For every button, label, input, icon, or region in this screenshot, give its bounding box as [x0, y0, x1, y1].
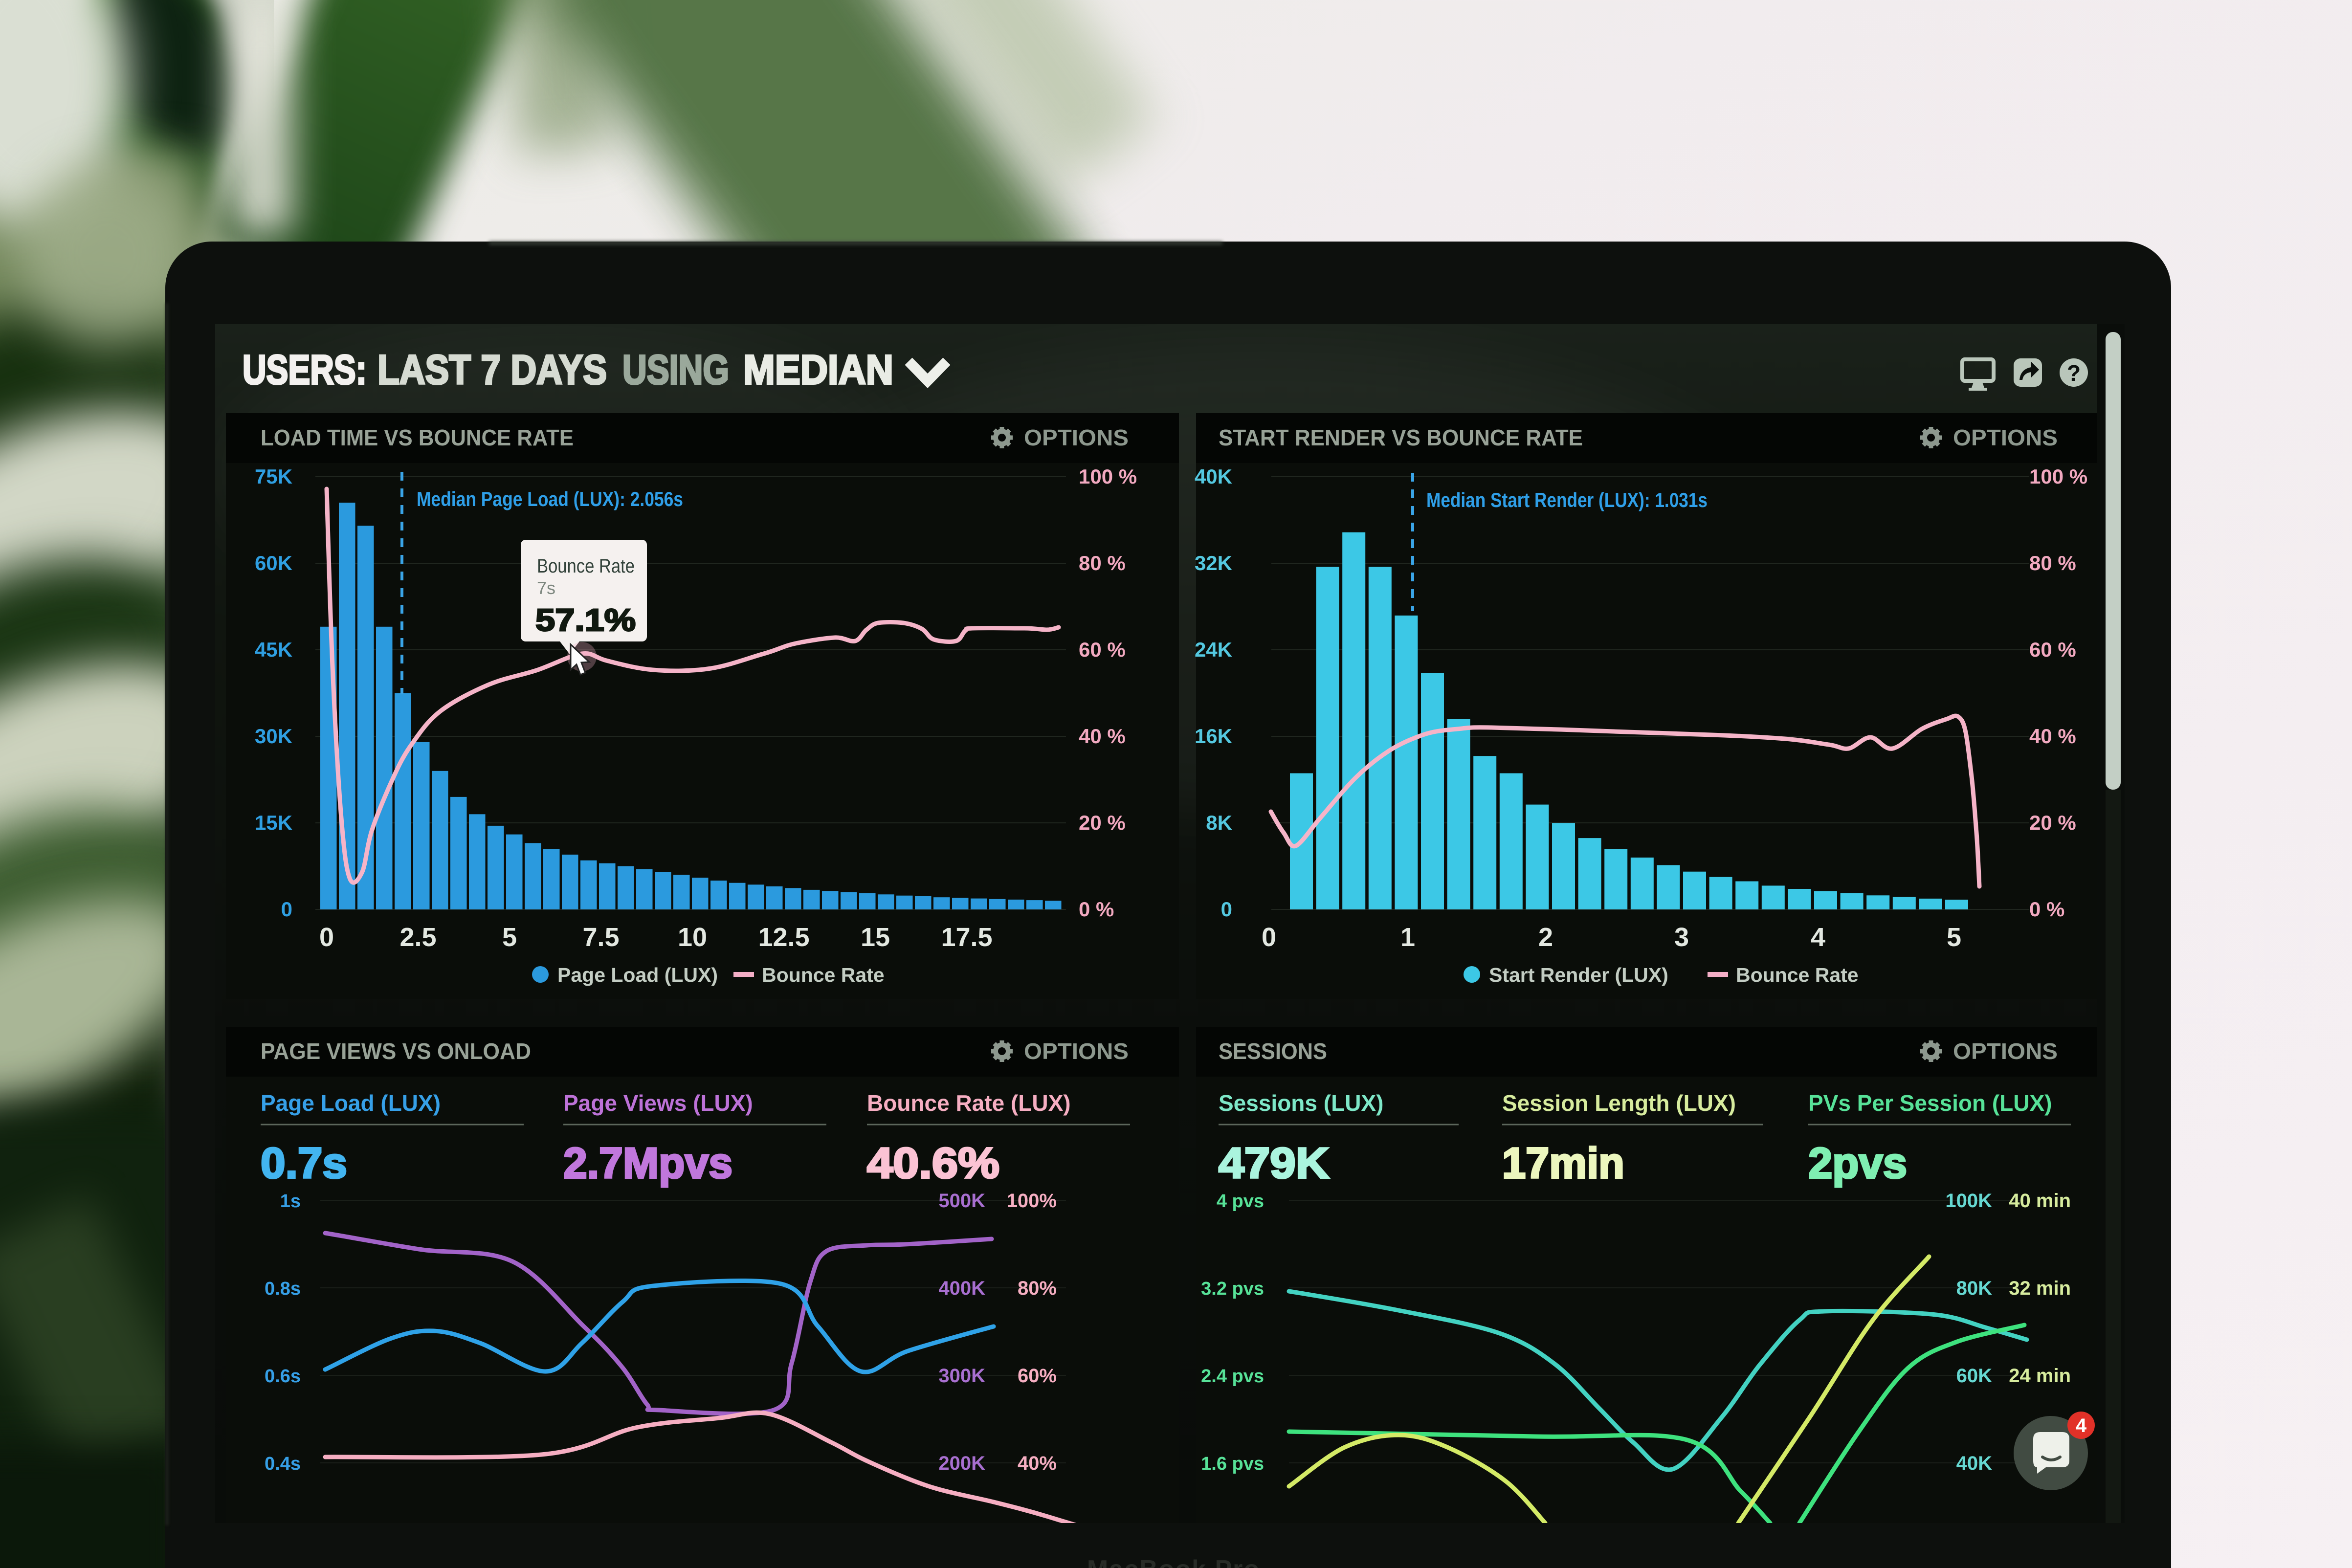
svg-text:60 %: 60 %	[1079, 638, 1126, 661]
svg-text:7.5: 7.5	[582, 923, 619, 952]
svg-text:40.6%: 40.6%	[867, 1139, 999, 1187]
svg-text:Bounce Rate: Bounce Rate	[762, 964, 885, 986]
svg-text:60%: 60%	[1018, 1365, 1057, 1387]
svg-text:0 %: 0 %	[2029, 898, 2064, 921]
svg-text:MEDIAN: MEDIAN	[743, 347, 893, 393]
svg-text:0.7s: 0.7s	[261, 1139, 347, 1187]
svg-text:1s: 1s	[280, 1191, 301, 1212]
svg-text:3: 3	[1674, 923, 1689, 952]
svg-text:2.7Mpvs: 2.7Mpvs	[563, 1139, 732, 1187]
svg-text:75K: 75K	[255, 465, 292, 488]
svg-text:15K: 15K	[255, 811, 292, 834]
svg-text:40%: 40%	[1018, 1453, 1057, 1474]
svg-text:2.5: 2.5	[399, 923, 436, 952]
svg-text:Bounce Rate: Bounce Rate	[1736, 964, 1859, 986]
svg-text:32 min: 32 min	[2009, 1278, 2071, 1299]
svg-text:7s: 7s	[537, 578, 555, 598]
svg-text:80K: 80K	[1956, 1278, 1992, 1299]
svg-text:10: 10	[678, 923, 707, 952]
svg-text:500K: 500K	[938, 1190, 985, 1212]
svg-text:?: ?	[2067, 360, 2081, 386]
svg-text:Page Load (LUX): Page Load (LUX)	[557, 964, 718, 986]
svg-text:400K: 400K	[938, 1278, 985, 1299]
svg-text:0: 0	[319, 923, 334, 952]
svg-text:40K: 40K	[1195, 465, 1232, 488]
svg-text:Start Render (LUX): Start Render (LUX)	[1489, 964, 1668, 986]
svg-text:100 %: 100 %	[1079, 465, 1137, 488]
svg-text:OPTIONS: OPTIONS	[1953, 425, 2058, 450]
svg-text:100 %: 100 %	[2029, 465, 2087, 488]
svg-text:2.4 pvs: 2.4 pvs	[1201, 1366, 1264, 1387]
svg-text:0: 0	[1221, 898, 1232, 921]
svg-text:20 %: 20 %	[2029, 811, 2076, 834]
svg-text:1.6 pvs: 1.6 pvs	[1201, 1454, 1264, 1474]
svg-text:0 %: 0 %	[1079, 898, 1114, 921]
svg-text:40 min: 40 min	[2009, 1190, 2071, 1212]
svg-text:0.8s: 0.8s	[265, 1279, 301, 1299]
svg-text:32K: 32K	[1195, 552, 1232, 574]
svg-text:300K: 300K	[938, 1365, 985, 1387]
svg-text:479K: 479K	[1219, 1139, 1329, 1187]
svg-text:60K: 60K	[255, 552, 292, 574]
svg-text:8K: 8K	[1206, 811, 1232, 834]
svg-text:40 %: 40 %	[1079, 725, 1126, 748]
svg-text:45K: 45K	[255, 638, 292, 661]
svg-text:Session Length (LUX): Session Length (LUX)	[1502, 1090, 1736, 1116]
svg-text:80 %: 80 %	[2029, 552, 2076, 574]
svg-text:17.5: 17.5	[941, 923, 992, 952]
svg-text:0: 0	[281, 898, 292, 921]
svg-text:OPTIONS: OPTIONS	[1953, 1038, 2058, 1064]
svg-text:30K: 30K	[255, 725, 292, 748]
svg-text:4: 4	[1811, 923, 1825, 952]
svg-text:2: 2	[1538, 923, 1553, 952]
svg-text:17min: 17min	[1502, 1139, 1624, 1187]
svg-text:1: 1	[1400, 923, 1415, 952]
svg-text:200K: 200K	[938, 1453, 985, 1474]
svg-text:OPTIONS: OPTIONS	[1024, 1038, 1129, 1064]
svg-text:16K: 16K	[1195, 725, 1232, 748]
svg-text:100K: 100K	[1945, 1190, 1992, 1212]
svg-text:0.6s: 0.6s	[265, 1366, 301, 1387]
svg-text:Median Start Render (LUX): 1.0: Median Start Render (LUX): 1.031s	[1426, 488, 1708, 511]
svg-text:LOAD TIME VS BOUNCE RATE: LOAD TIME VS BOUNCE RATE	[261, 425, 574, 450]
svg-text:57.1%: 57.1%	[535, 602, 636, 638]
svg-text:Page Views (LUX): Page Views (LUX)	[563, 1090, 753, 1116]
svg-text:20 %: 20 %	[1079, 811, 1126, 834]
svg-text:PVs Per Session (LUX): PVs Per Session (LUX)	[1808, 1090, 2052, 1116]
svg-text:USERS:: USERS:	[243, 347, 367, 393]
svg-text:40 %: 40 %	[2029, 725, 2076, 748]
svg-text:LAST 7 DAYS: LAST 7 DAYS	[377, 347, 607, 393]
svg-text:PAGE VIEWS VS ONLOAD: PAGE VIEWS VS ONLOAD	[261, 1038, 531, 1064]
svg-text:Page Load (LUX): Page Load (LUX)	[261, 1090, 441, 1116]
svg-text:100%: 100%	[1007, 1190, 1057, 1212]
svg-text:80%: 80%	[1018, 1278, 1057, 1299]
svg-text:60 %: 60 %	[2029, 638, 2076, 661]
svg-text:0.4s: 0.4s	[265, 1454, 301, 1474]
svg-text:Median Page Load (LUX): 2.056s: Median Page Load (LUX): 2.056s	[417, 487, 683, 510]
svg-text:4 pvs: 4 pvs	[1217, 1191, 1264, 1212]
svg-text:START RENDER VS BOUNCE RATE: START RENDER VS BOUNCE RATE	[1219, 425, 1583, 450]
svg-text:USING: USING	[622, 347, 729, 393]
svg-text:3.2 pvs: 3.2 pvs	[1201, 1279, 1264, 1299]
svg-text:Bounce Rate (LUX): Bounce Rate (LUX)	[867, 1090, 1071, 1116]
svg-text:5: 5	[502, 923, 517, 952]
svg-text:Bounce Rate: Bounce Rate	[537, 555, 635, 577]
svg-text:OPTIONS: OPTIONS	[1024, 425, 1129, 450]
svg-text:Sessions (LUX): Sessions (LUX)	[1219, 1090, 1383, 1116]
svg-text:60K: 60K	[1956, 1365, 1992, 1387]
svg-text:5: 5	[1947, 923, 1961, 952]
svg-text:4: 4	[2076, 1415, 2087, 1436]
svg-text:12.5: 12.5	[758, 923, 809, 952]
svg-text:2pvs: 2pvs	[1808, 1139, 1907, 1187]
svg-text:40K: 40K	[1956, 1453, 1992, 1474]
svg-text:0: 0	[1262, 923, 1276, 952]
svg-text:24 min: 24 min	[2009, 1365, 2071, 1387]
svg-text:80 %: 80 %	[1079, 552, 1126, 574]
svg-text:24K: 24K	[1195, 638, 1232, 661]
svg-text:SESSIONS: SESSIONS	[1219, 1038, 1327, 1064]
svg-text:15: 15	[861, 923, 890, 952]
